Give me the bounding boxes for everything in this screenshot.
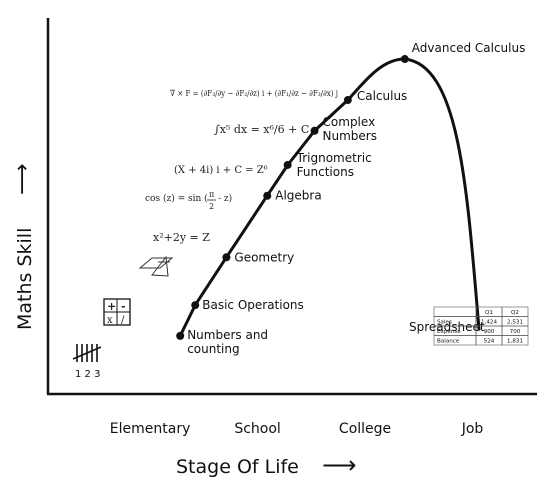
x-tick-label: School [234, 421, 280, 437]
y-axis-label: Maths Skill [14, 228, 36, 330]
data-point-label: Basic Operations [202, 298, 304, 312]
x-axis-arrow: ⟶ [322, 451, 356, 479]
tally-numbers: 1 2 3 [75, 369, 100, 380]
spreadsheet-cell-text: 1,831 [507, 339, 523, 345]
spreadsheet-cell-text: 2,531 [507, 320, 523, 326]
data-point [283, 160, 292, 169]
algebra-formula: x²+2y = Z [153, 231, 210, 244]
data-point [176, 331, 185, 340]
data-point-label: Spreadsheet [409, 320, 485, 334]
spreadsheet-cell-text: Q1 [485, 310, 493, 316]
data-point-label: Complex Numbers [323, 115, 377, 143]
y-axis-arrow: ⟶ [10, 163, 35, 195]
data-point [263, 191, 272, 200]
spreadsheet-cell-text: 524 [484, 339, 495, 345]
spreadsheet-cell-text: 700 [510, 329, 521, 335]
geometry-sketch-icon [138, 255, 174, 277]
svg-text:2: 2 [209, 202, 214, 211]
data-point [310, 126, 319, 135]
integral-formula: ∫x⁵ dx = x⁶/6 + C [214, 123, 309, 136]
data-point-label: Advanced Calculus [412, 41, 526, 55]
data-point-label: Calculus [357, 89, 407, 103]
x-tick-label: Elementary [110, 421, 191, 437]
spreadsheet-cell-text: Expense [437, 329, 461, 335]
data-point [222, 253, 231, 262]
svg-text:- z): - z) [218, 193, 232, 204]
data-point-label: Trignometric Functions [296, 151, 372, 179]
svg-text:π: π [209, 190, 214, 199]
spreadsheet-cell-text: Q2 [511, 310, 519, 316]
data-point-label: Algebra [275, 189, 321, 203]
data-point-label: Geometry [234, 250, 294, 264]
complex-formula: (X + 4i) i + C = Z⁶ [174, 165, 268, 176]
curl-formula: ∇ × F = (∂F₃/∂y − ∂F₂/∂z) i + (∂F₁/∂z − … [170, 88, 338, 99]
op-divide: / [121, 315, 125, 326]
point-labels: Numbers and counting Basic Operations Geome… [187, 41, 525, 356]
data-point [191, 301, 200, 310]
spreadsheet-cell-text: Balance [437, 339, 460, 345]
op-times: x [107, 315, 113, 326]
x-axis-label: Stage Of Life [176, 456, 299, 478]
x-category-labels: Elementary School College Job [110, 421, 484, 437]
spreadsheet-cell [433, 306, 477, 317]
data-point [343, 96, 352, 105]
x-tick-label: Job [461, 421, 484, 437]
spreadsheet-cell-text: Sales [437, 320, 452, 326]
spreadsheet-cell-text: 900 [484, 329, 495, 335]
svg-text:cos (z) = sin (: cos (z) = sin ( [145, 193, 208, 204]
operations-grid-icon: + - x / [103, 298, 131, 326]
tally-marks-icon [72, 344, 102, 362]
points-layer [176, 55, 409, 340]
op-minus: - [121, 300, 126, 313]
spreadsheet-cell-text: 1,424 [481, 320, 497, 326]
x-tick-label: College [339, 421, 391, 437]
trig-formula: cos (z) = sin ( π 2 - z) [145, 190, 232, 211]
data-point [400, 55, 409, 64]
op-plus: + [107, 300, 116, 313]
data-point-label: Numbers and counting [187, 328, 268, 356]
spreadsheet-table: Q1 Q2 Sales 1,424 2,531 Expense 900 700 Balance 5… [433, 306, 529, 346]
spreadsheet-cell [501, 335, 529, 346]
